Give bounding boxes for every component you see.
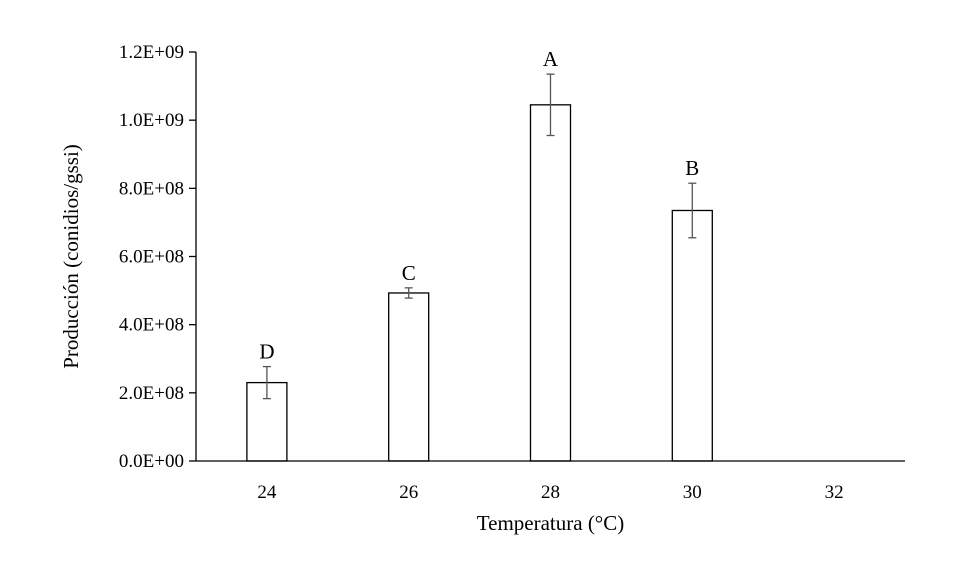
x-tick-label: 32 bbox=[825, 482, 844, 503]
y-tick-label: 4.0E+08 bbox=[119, 315, 184, 336]
x-tick-label: 28 bbox=[541, 482, 560, 503]
significance-letter-28: A bbox=[543, 47, 559, 71]
y-tick-label: 8.0E+08 bbox=[119, 178, 184, 199]
significance-letter-30: B bbox=[685, 156, 699, 180]
y-tick-label: 2.0E+08 bbox=[119, 383, 184, 404]
x-axis-title: Temperatura (°C) bbox=[477, 511, 624, 535]
y-tick-label: 1.0E+09 bbox=[119, 110, 184, 131]
error-bar-24 bbox=[262, 365, 271, 400]
y-axis-ticks: 0.0E+00 2.0E+08 4.0E+08 6.0E+08 8.0E+08 1.0E+… bbox=[119, 42, 196, 472]
y-axis-title: Producción (conidios/gssi) bbox=[59, 144, 83, 369]
significance-letter-24: D bbox=[259, 340, 274, 364]
error-bar-28 bbox=[546, 73, 555, 137]
x-tick-label: 26 bbox=[399, 482, 418, 503]
y-tick-label: 1.2E+09 bbox=[119, 42, 184, 63]
bar-30 bbox=[671, 209, 713, 462]
x-axis-ticks: 24 26 28 30 32 bbox=[257, 482, 843, 503]
bar-28 bbox=[529, 104, 572, 462]
bar-26 bbox=[388, 292, 430, 462]
y-tick-label: 6.0E+08 bbox=[119, 247, 184, 268]
error-bar-30 bbox=[688, 182, 697, 239]
x-tick-label: 30 bbox=[683, 482, 702, 503]
x-tick-label: 24 bbox=[257, 482, 277, 503]
bars: D C A B bbox=[246, 47, 713, 462]
significance-letter-26: C bbox=[402, 261, 416, 285]
y-tick-label: 0.0E+00 bbox=[119, 451, 184, 472]
error-bar-26 bbox=[404, 287, 413, 299]
